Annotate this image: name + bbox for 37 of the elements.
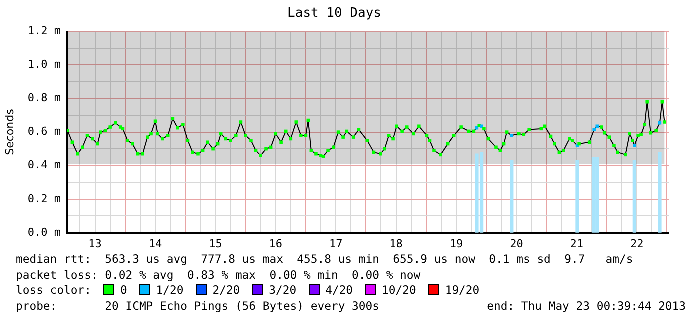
text: median rtt: 563.3 us avg 777.8 us max 455.8 us min 655.9 us now 0.1 ms sd 9.7 am/s (16, 252, 634, 268)
y-tick-label: 0.6 m (28, 125, 62, 138)
text: probe: 20 ICMP Echo Pings (56 Bytes) every 300s (16, 298, 380, 314)
bar (658, 152, 662, 233)
x-tick-label: 13 (88, 237, 102, 250)
legend-label: 4/20 (326, 283, 354, 297)
x-tick-label: 15 (209, 237, 222, 250)
legend-title: loss color: (16, 283, 92, 297)
y-tick-label: 1.0 m (28, 58, 62, 72)
legend-label: 2/20 (212, 283, 240, 297)
chart-title: Last 10 Days (288, 6, 382, 22)
x-tick-label: 17 (329, 237, 343, 250)
x-tick-label: 19 (450, 237, 464, 250)
y-tick-label: 0.4 m (28, 158, 62, 172)
legend-label: 3/20 (269, 283, 297, 297)
x-tick-label: 16 (269, 237, 283, 250)
legend-label: 1/20 (156, 283, 184, 297)
y-axis-title: Seconds (3, 108, 16, 156)
x-tick-label: 14 (148, 237, 162, 250)
y-tick-label: 0.0 m (28, 226, 62, 239)
x-tick-label: 18 (390, 237, 403, 250)
x-tick-label: 22 (630, 237, 644, 250)
text: end: Thu May 23 00:39:44 2013 (487, 298, 686, 314)
text: packet loss: 0.02 % avg 0.83 % max 0.00 % min 0.00 % now (16, 268, 422, 283)
bar (510, 160, 514, 233)
bar (576, 160, 580, 233)
x-tick-label: 20 (510, 237, 524, 250)
bar (596, 157, 600, 233)
legend-label: 0 (120, 283, 128, 297)
y-tick-label: 0.8 m (28, 92, 62, 105)
bar (632, 160, 637, 233)
legend-label: 10/20 (382, 283, 416, 297)
bar (592, 157, 596, 233)
x-tick-label: 21 (570, 237, 584, 250)
legend-label: 19/20 (445, 283, 480, 297)
y-tick-label: 1.2 m (28, 24, 62, 38)
y-tick-label: 0.2 m (28, 192, 62, 206)
